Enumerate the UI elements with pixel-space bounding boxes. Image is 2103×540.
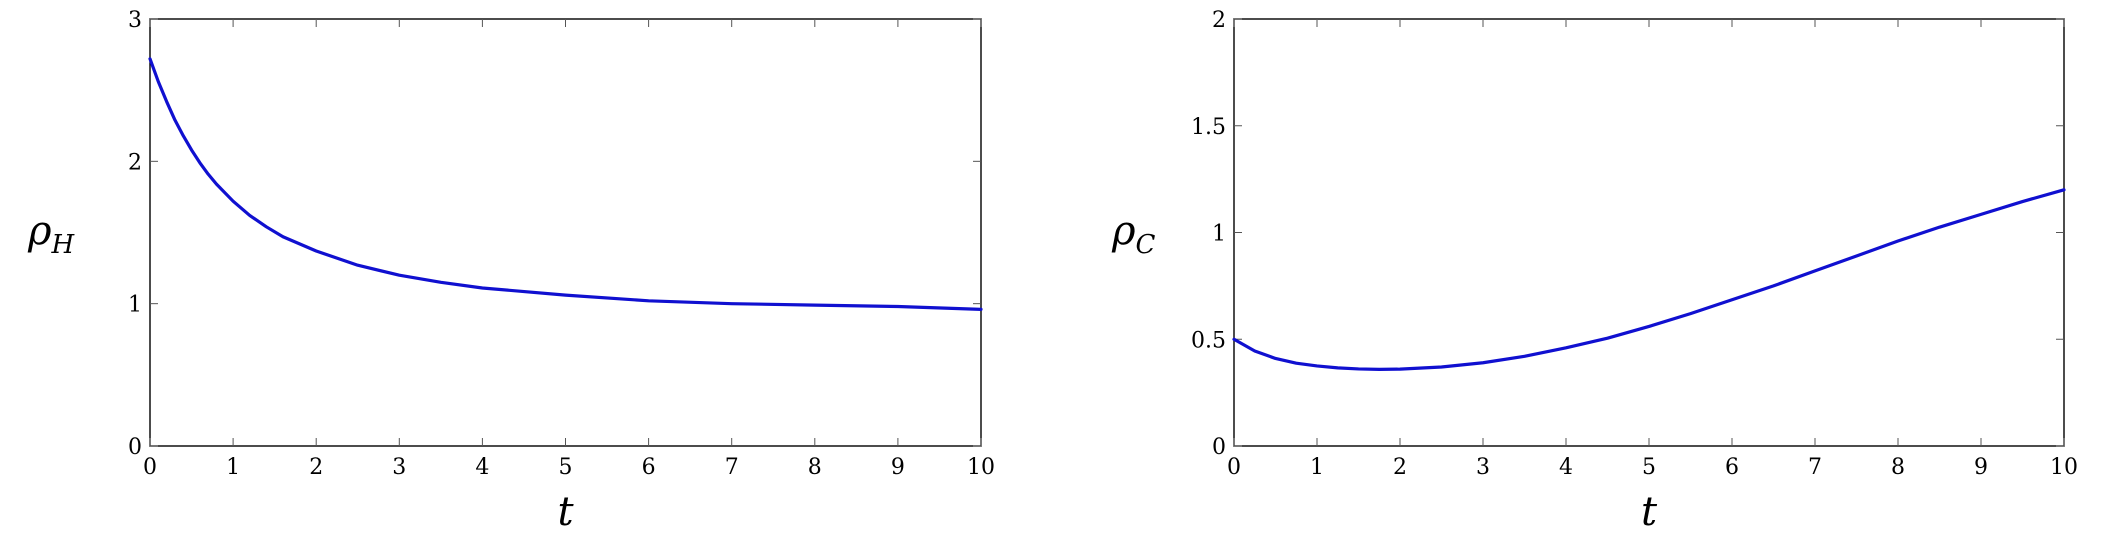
x-tick-label: 1 (1310, 455, 1324, 480)
series-line (1232, 188, 2066, 371)
y-axis-label-subscript: C (1136, 230, 1156, 260)
y-tick-label: 1.5 (1191, 115, 1226, 140)
y-axis-label: ρC (1111, 208, 1156, 260)
x-tick-label: 2 (1393, 455, 1407, 480)
x-tick-label: 4 (475, 455, 489, 480)
x-tick-label: 3 (1476, 455, 1490, 480)
x-tick-label: 6 (1725, 455, 1739, 480)
x-tick-label: 5 (1642, 455, 1656, 480)
x-tick-label: 2 (309, 455, 323, 480)
x-tick-label: 1 (226, 455, 240, 480)
x-tick-label: 10 (2050, 455, 2078, 480)
y-tick-label: 1 (128, 293, 142, 318)
plot-frame (1233, 18, 2065, 447)
x-tick-label: 4 (1559, 455, 1573, 480)
x-tick-label: 6 (642, 455, 656, 480)
chart-rho-h: 0 1 2 3 4 5 6 7 8 9 10 0 1 2 3 t ρH (27, 8, 995, 535)
y-tick-label: 0 (1212, 435, 1226, 460)
x-tick-label: 0 (143, 455, 157, 480)
x-tick-label: 7 (725, 455, 739, 480)
x-tick-label: 8 (808, 455, 822, 480)
y-tick-label: 0 (128, 435, 142, 460)
series-line (148, 57, 983, 311)
x-axis-label: t (557, 489, 574, 535)
y-tick-label: 2 (1212, 8, 1226, 33)
x-tick-label: 8 (1891, 455, 1905, 480)
x-tick-label: 5 (559, 455, 573, 480)
x-tick-label: 3 (392, 455, 406, 480)
x-tick-label: 0 (1227, 455, 1241, 480)
y-axis-label-symbol: ρ (27, 208, 52, 254)
y-axis-label-subscript: H (51, 230, 76, 260)
x-tick-label: 10 (967, 455, 995, 480)
y-axis-label: ρH (27, 208, 76, 260)
x-tick-label: 7 (1808, 455, 1822, 480)
y-tick-label: 3 (128, 8, 142, 33)
y-tick-label: 2 (128, 150, 142, 175)
y-tick-label: 0.5 (1191, 328, 1226, 353)
chart-rho-c: 0 1 2 3 4 5 6 7 8 9 10 0 0.5 1 1.5 2 t ρC (1111, 8, 2078, 535)
x-axis-label: t (1641, 489, 1658, 535)
y-axis-label-symbol: ρ (1111, 208, 1136, 254)
y-tick-label: 1 (1212, 222, 1226, 247)
x-tick-label: 9 (1974, 455, 1988, 480)
x-tick-label: 9 (891, 455, 905, 480)
